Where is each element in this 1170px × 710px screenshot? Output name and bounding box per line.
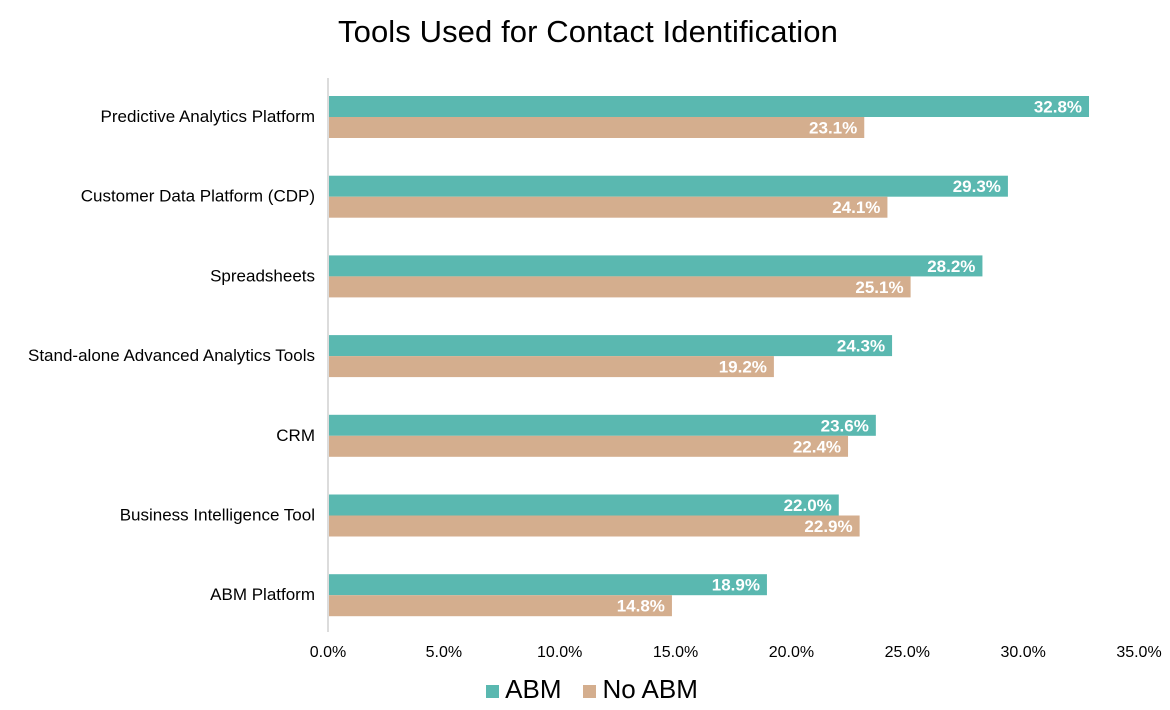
data-label-no-abm: 22.4% [793, 437, 841, 456]
x-tick-label: 25.0% [885, 644, 930, 661]
data-label-abm: 24.3% [837, 337, 885, 356]
bar-abm [329, 494, 839, 516]
bar-no-abm [329, 515, 860, 537]
x-tick-label: 35.0% [1116, 644, 1161, 661]
data-label-no-abm: 24.1% [832, 198, 880, 217]
category-label: CRM [276, 426, 315, 445]
bar-chart: 32.8% 23.1% 29.3% 24.1% 28.2% 25.1% 24.3% 19.2%… [28, 78, 1162, 661]
bar-no-abm [329, 435, 849, 457]
bar-no-abm [329, 356, 774, 378]
legend: ABM No ABM [0, 674, 1170, 705]
legend-swatch-abm [486, 685, 500, 698]
bar-abm [329, 175, 1008, 197]
legend-swatch-no-abm [583, 685, 597, 698]
legend-label-abm: ABM [505, 674, 562, 704]
data-label-abm: 32.8% [1034, 98, 1082, 117]
bar-no-abm [329, 117, 865, 138]
x-tick-label: 5.0% [426, 644, 462, 661]
bar-abm [329, 335, 893, 357]
data-label-abm: 23.6% [821, 416, 869, 435]
category-labels: Predictive Analytics Platform Customer Da… [28, 107, 315, 604]
category-label: Stand-alone Advanced Analytics Tools [28, 346, 315, 365]
data-label-abm: 28.2% [927, 257, 975, 276]
data-label-abm: 18.9% [712, 576, 760, 595]
category-label: Business Intelligence Tool [120, 506, 315, 525]
data-label-no-abm: 25.1% [855, 278, 903, 297]
bar-no-abm [329, 276, 911, 298]
category-label: Spreadsheets [210, 266, 315, 285]
chart-title: Tools Used for Contact Identification [338, 14, 838, 49]
x-tick-label: 0.0% [310, 644, 346, 661]
data-label-abm: 22.0% [784, 496, 832, 515]
legend-item-abm: ABM [486, 674, 561, 705]
x-tick-label: 30.0% [1000, 644, 1045, 661]
data-label-no-abm: 14.8% [617, 597, 665, 616]
category-label: Predictive Analytics Platform [101, 107, 315, 126]
data-label-no-abm: 22.9% [804, 517, 852, 536]
legend-item-no-abm: No ABM [583, 674, 698, 705]
x-tick-label: 15.0% [653, 644, 698, 661]
x-tick-label: 10.0% [537, 644, 582, 661]
bar-no-abm [329, 196, 888, 218]
x-axis-ticks: 0.0% 5.0% 10.0% 15.0% 20.0% 25.0% 30.0% 35.0% [310, 644, 1162, 661]
data-label-no-abm: 23.1% [809, 119, 857, 138]
x-tick-label: 20.0% [769, 644, 814, 661]
legend-label-no-abm: No ABM [602, 674, 698, 704]
bars-layer: 32.8% 23.1% 29.3% 24.1% 28.2% 25.1% 24.3% 19.2%… [329, 96, 1090, 617]
bar-no-abm [329, 595, 672, 617]
bar-abm [329, 255, 983, 277]
data-label-no-abm: 19.2% [719, 358, 767, 377]
category-label: ABM Platform [210, 585, 315, 604]
bar-abm [329, 574, 767, 596]
data-label-abm: 29.3% [953, 177, 1001, 196]
bar-abm [329, 96, 1090, 117]
bar-abm [329, 414, 876, 436]
category-label: Customer Data Platform (CDP) [81, 187, 315, 206]
